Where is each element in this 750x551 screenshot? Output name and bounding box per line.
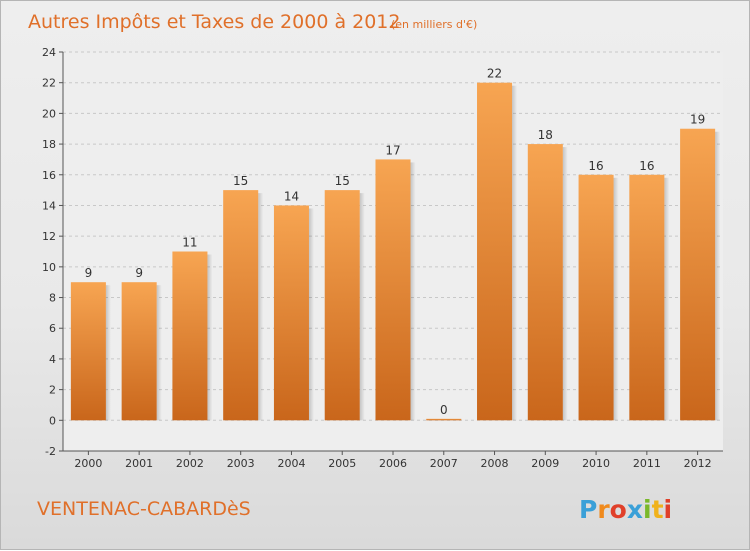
data-labels: 9 9 11 15 14 15 17 0 22 18 16 16 19 — [85, 67, 706, 417]
x-tick-label: 2012 — [684, 457, 712, 470]
bar-value-label: 18 — [538, 128, 553, 142]
bar-shadow — [613, 177, 619, 421]
bar-shadow — [258, 193, 264, 421]
bar-value-label: 17 — [385, 143, 400, 157]
brand-logo-text: Proxiti — [579, 495, 672, 524]
bar-shadow — [410, 162, 416, 421]
y-tick-label: 18 — [42, 138, 56, 151]
x-tick-label: 2007 — [430, 457, 458, 470]
bar — [629, 174, 665, 421]
x-tick-label: 2004 — [277, 457, 305, 470]
y-tick-label: 20 — [42, 107, 56, 120]
y-tick-label: 22 — [42, 77, 56, 90]
x-tick-label: 2008 — [481, 457, 509, 470]
y-tick-label: 12 — [42, 230, 56, 243]
bar-value-label: 0 — [440, 403, 448, 417]
bar-value-label: 19 — [690, 113, 705, 127]
brand-logo: Proxiti — [579, 495, 672, 524]
bar — [121, 282, 157, 421]
bar-shadow — [105, 285, 111, 421]
x-tick-label: 2006 — [379, 457, 407, 470]
bars — [70, 82, 721, 421]
bar-value-label: 15 — [233, 174, 248, 188]
bar-value-label: 11 — [182, 236, 197, 250]
y-tick-label: 10 — [42, 261, 56, 274]
chart-subtitle: (en milliers d'€) — [391, 18, 477, 31]
bar-value-label: 16 — [588, 159, 603, 173]
bar-shadow — [562, 147, 568, 421]
bar — [223, 190, 259, 421]
chart-title: Autres Impôts et Taxes de 2000 à 2012 — [28, 11, 401, 33]
bar — [70, 282, 106, 421]
x-tick-label: 2000 — [74, 457, 102, 470]
bar — [273, 205, 309, 421]
x-tick-label: 2001 — [125, 457, 153, 470]
bar-shadow — [359, 193, 365, 421]
bar-shadow — [664, 177, 670, 421]
x-tick-label: 2005 — [328, 457, 356, 470]
y-tick-label: 14 — [42, 199, 56, 212]
bar-value-label: 9 — [85, 266, 93, 280]
y-tick-label: -2 — [45, 445, 56, 458]
bar-value-label: 15 — [335, 174, 350, 188]
y-tick-label: 8 — [49, 292, 56, 305]
commune-name: VENTENAC-CABARDèS — [37, 498, 251, 520]
y-tick-label: 6 — [49, 322, 56, 335]
x-tick-label: 2011 — [633, 457, 661, 470]
y-tick-label: 16 — [42, 169, 56, 182]
bar — [477, 82, 513, 421]
bar — [578, 174, 614, 421]
bar-value-label: 16 — [639, 159, 654, 173]
x-tick-label: 2002 — [176, 457, 204, 470]
bar — [426, 418, 462, 421]
bar-shadow — [308, 208, 314, 421]
bar-value-label: 9 — [135, 266, 143, 280]
bar-value-label: 14 — [284, 189, 299, 203]
x-tick-label: 2003 — [227, 457, 255, 470]
bar — [527, 144, 563, 421]
bar — [375, 159, 411, 421]
bar-shadow — [156, 285, 162, 421]
bar — [172, 251, 208, 421]
y-tick-label: 0 — [49, 414, 56, 427]
bar — [680, 128, 716, 421]
bar-shadow — [207, 254, 213, 421]
y-tick-label: 24 — [42, 46, 56, 59]
y-tick-label: 2 — [49, 384, 56, 397]
bar-shadow — [715, 131, 721, 421]
x-tick-label: 2009 — [531, 457, 559, 470]
bar-shadow — [512, 85, 518, 421]
bar-value-label: 22 — [487, 67, 502, 81]
bar — [324, 190, 360, 421]
y-tick-label: 4 — [49, 353, 56, 366]
x-tick-label: 2010 — [582, 457, 610, 470]
